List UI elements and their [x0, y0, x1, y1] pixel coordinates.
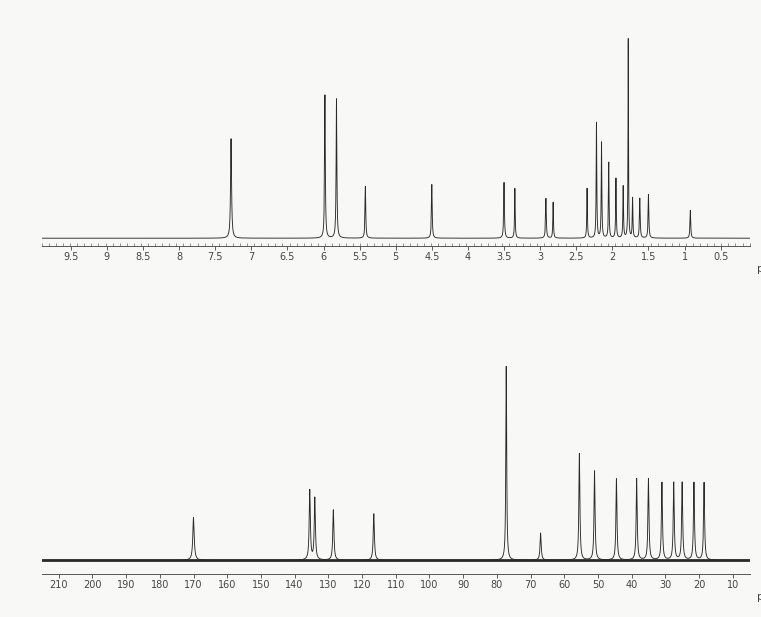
Text: ppn: ppn [756, 264, 761, 274]
Text: pp: pp [756, 592, 761, 602]
